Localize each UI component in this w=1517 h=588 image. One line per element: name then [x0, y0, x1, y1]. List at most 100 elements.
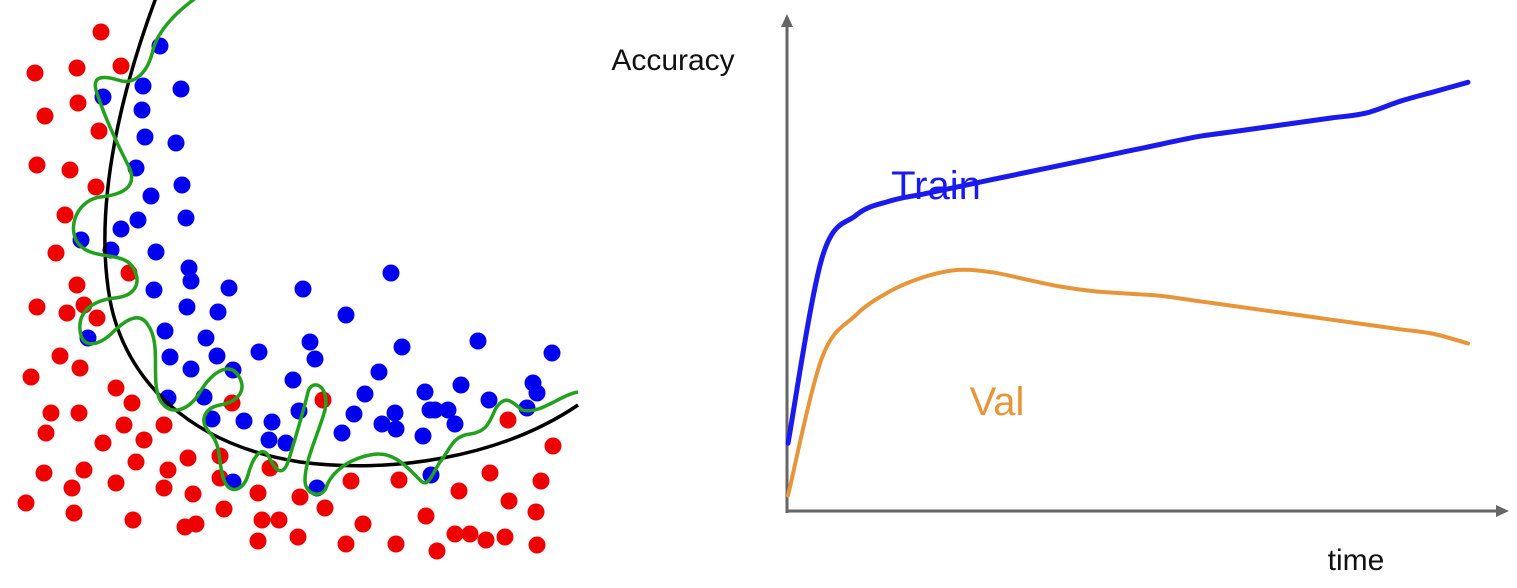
class-a-point — [127, 453, 145, 471]
class-a-point — [28, 156, 46, 174]
class-a-point — [532, 472, 550, 490]
class-b-point — [452, 376, 470, 394]
class-a-point — [528, 536, 546, 554]
class-a-point — [159, 461, 177, 479]
accuracy-chart: Accuracy time Train Val — [611, 14, 1509, 577]
class-b-point — [277, 434, 295, 452]
class-a-point — [26, 64, 44, 82]
class-a-point — [354, 515, 372, 533]
class-a-point — [450, 482, 468, 500]
class-b-point — [209, 303, 227, 321]
class-a-point — [123, 394, 141, 412]
class-a-point — [337, 535, 355, 553]
class-b-point — [469, 332, 487, 350]
class-a-point — [124, 511, 142, 529]
class-b-point — [294, 280, 312, 298]
class-a-point — [92, 23, 110, 41]
class-a-point — [68, 59, 86, 77]
class-a-point — [35, 464, 53, 482]
class-b-point — [426, 401, 444, 419]
class-b-point — [178, 298, 196, 316]
class-a-point — [63, 479, 81, 497]
class-b-point — [345, 405, 363, 423]
class-b-point — [260, 431, 278, 449]
class-b-point — [284, 371, 302, 389]
class-a-point — [112, 57, 130, 75]
class-b-point — [220, 279, 238, 297]
class-a-point — [417, 507, 435, 525]
class-b-point — [333, 424, 351, 442]
class-b-point — [356, 385, 374, 403]
class-b-point — [235, 412, 253, 430]
class-b-point — [250, 343, 268, 361]
x-axis-label: time — [1328, 544, 1385, 577]
class-a-point — [70, 404, 88, 422]
class-b-point — [301, 333, 319, 351]
class-b-point — [387, 420, 405, 438]
class-a-point — [47, 244, 65, 262]
class-a-point — [61, 161, 79, 179]
class-b-point — [370, 363, 388, 381]
class-b-point — [446, 415, 464, 433]
class-a-point — [342, 472, 360, 490]
class-a-point — [291, 488, 309, 506]
class-a-point — [68, 276, 86, 294]
class-b-point — [133, 101, 151, 119]
class-a-point — [115, 416, 133, 434]
class-b-point — [177, 209, 195, 227]
class-a-point — [75, 461, 93, 479]
class-a-point — [249, 532, 267, 550]
class-b-point — [439, 401, 457, 419]
class-a-point — [390, 471, 408, 489]
class-b-point — [416, 383, 434, 401]
class-a-point — [22, 368, 40, 386]
class-a-point — [387, 535, 405, 553]
train-line — [785, 79, 1471, 446]
class-b-point — [112, 220, 130, 238]
class-a-point — [253, 511, 271, 529]
class-a-point — [94, 434, 112, 452]
class-a-point — [135, 431, 153, 449]
class-b-point — [306, 350, 324, 368]
class-b-point — [337, 306, 355, 324]
class-a-point — [270, 511, 288, 529]
class-a-point — [107, 474, 125, 492]
class-a-point — [155, 416, 173, 434]
class-b-point — [543, 344, 561, 362]
class-b-point — [147, 243, 165, 261]
y-axis-label: Accuracy — [611, 44, 734, 77]
class-a-point — [289, 528, 307, 546]
class-b-point — [208, 347, 226, 365]
class-a-point — [446, 525, 464, 543]
class-a-point — [36, 107, 54, 125]
class-a-point — [56, 206, 74, 224]
class-a-point — [155, 479, 173, 497]
class-a-point — [88, 309, 106, 327]
class-b-point — [480, 391, 498, 409]
class-b-point — [414, 427, 432, 445]
class-a-point — [58, 304, 76, 322]
class-a-point — [28, 298, 46, 316]
class-b-point — [142, 187, 160, 205]
class-a-point — [42, 404, 60, 422]
class-b-point — [156, 322, 174, 340]
class-a-point — [496, 528, 514, 546]
class-a-point — [500, 492, 518, 510]
class-a-point — [527, 503, 545, 521]
class-b-point — [182, 360, 200, 378]
class-a-point — [187, 515, 205, 533]
class-b-point — [393, 338, 411, 356]
class-a-point — [544, 437, 562, 455]
class-b-point — [528, 384, 546, 402]
class-a-point — [215, 500, 233, 518]
class-b-point — [134, 77, 152, 95]
overfit-decision-boundary — [71, 0, 579, 496]
class-a-point — [461, 525, 479, 543]
class-a-point — [316, 499, 334, 517]
class-a-point — [428, 542, 446, 560]
class-a-point — [477, 531, 495, 549]
class-b-point — [129, 211, 147, 229]
class-b-point — [382, 264, 400, 282]
class-a-point — [179, 449, 197, 467]
